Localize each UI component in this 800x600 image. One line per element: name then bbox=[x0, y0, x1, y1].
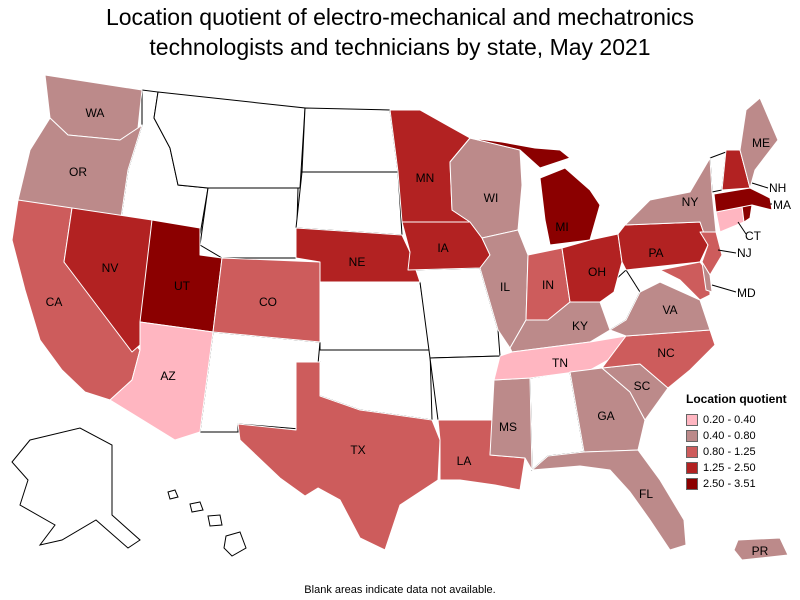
connector-nj bbox=[717, 249, 737, 254]
no-data-states bbox=[11, 89, 727, 557]
legend-label: 1.25 - 2.50 bbox=[703, 462, 756, 474]
state-hawaii-1[interactable] bbox=[167, 489, 179, 500]
label-IA: IA bbox=[437, 241, 448, 255]
state-wyoming[interactable] bbox=[199, 187, 299, 259]
legend-swatch bbox=[686, 462, 698, 474]
legend-item: 0.80 - 1.25 bbox=[686, 444, 796, 460]
legend-swatch bbox=[686, 478, 698, 490]
label-connectors bbox=[711, 182, 772, 293]
label-NC: NC bbox=[657, 346, 675, 360]
title-line-1: Location quotient of electro-mechanical … bbox=[105, 4, 695, 30]
state-montana[interactable] bbox=[153, 91, 306, 189]
label-MN: MN bbox=[416, 171, 435, 185]
state-AZ[interactable] bbox=[109, 321, 214, 441]
state-north-dakota[interactable] bbox=[301, 107, 399, 173]
label-MA: MA bbox=[773, 198, 791, 212]
data-states bbox=[11, 74, 789, 561]
label-CO: CO bbox=[259, 295, 277, 309]
state-NV[interactable] bbox=[63, 207, 153, 353]
state-south-dakota[interactable] bbox=[295, 171, 403, 236]
state-FL[interactable] bbox=[531, 449, 687, 551]
label-CA: CA bbox=[46, 295, 63, 309]
label-LA: LA bbox=[457, 454, 472, 468]
state-TX[interactable] bbox=[237, 361, 441, 551]
connector-nh bbox=[751, 182, 769, 189]
state-hawaii-4[interactable] bbox=[223, 531, 247, 557]
legend-label: 0.40 - 0.80 bbox=[703, 430, 756, 442]
state-MI-upper[interactable] bbox=[469, 137, 571, 169]
state-hawaii-3[interactable] bbox=[207, 514, 223, 527]
label-NY: NY bbox=[682, 195, 699, 209]
label-GA: GA bbox=[597, 409, 614, 423]
legend-item: 0.40 - 0.80 bbox=[686, 428, 796, 444]
label-OR: OR bbox=[69, 165, 87, 179]
legend-title: Location quotient bbox=[686, 392, 787, 406]
legend-label: 0.20 - 0.40 bbox=[703, 414, 756, 426]
label-NV: NV bbox=[102, 261, 119, 275]
label-NJ: NJ bbox=[737, 246, 752, 260]
legend-swatch bbox=[686, 446, 698, 458]
label-ME: ME bbox=[752, 136, 770, 150]
label-MI: MI bbox=[555, 220, 568, 234]
label-MS: MS bbox=[499, 420, 517, 434]
label-SC: SC bbox=[634, 379, 651, 393]
label-NE: NE bbox=[349, 255, 366, 269]
legend-label: 0.80 - 1.25 bbox=[703, 446, 756, 458]
label-TN: TN bbox=[552, 356, 568, 370]
state-OR[interactable] bbox=[17, 117, 143, 226]
state-RI[interactable] bbox=[741, 204, 753, 223]
title-line-2: technologists and technicians by state, … bbox=[149, 34, 651, 60]
label-IN: IN bbox=[542, 278, 554, 292]
state-MI[interactable] bbox=[539, 167, 601, 246]
state-MD[interactable] bbox=[659, 261, 711, 301]
state-NY[interactable] bbox=[624, 157, 717, 246]
legend-swatch bbox=[686, 414, 698, 426]
label-WI: WI bbox=[484, 191, 499, 205]
state-ME[interactable] bbox=[739, 97, 779, 189]
label-VA: VA bbox=[662, 303, 677, 317]
label-MD: MD bbox=[737, 286, 756, 300]
label-WA: WA bbox=[86, 106, 105, 120]
state-hawaii-2[interactable] bbox=[189, 501, 204, 513]
map-title: Location quotient of electro-mechanical … bbox=[0, 2, 800, 62]
label-PA: PA bbox=[648, 246, 663, 260]
connector-md bbox=[711, 284, 737, 293]
state-NE[interactable] bbox=[295, 227, 421, 283]
legend-item: 0.20 - 0.40 bbox=[686, 412, 796, 428]
legend-label: 2.50 - 3.51 bbox=[703, 478, 756, 490]
legend-item: 1.25 - 2.50 bbox=[686, 460, 796, 476]
state-PR[interactable] bbox=[733, 537, 789, 561]
label-NH: NH bbox=[769, 181, 786, 195]
label-IL: IL bbox=[500, 280, 510, 294]
connector-ct bbox=[737, 221, 747, 235]
state-arkansas[interactable] bbox=[429, 355, 501, 421]
legend-item: 2.50 - 3.51 bbox=[686, 476, 796, 492]
label-UT: UT bbox=[174, 279, 191, 293]
label-PR: PR bbox=[752, 544, 769, 558]
legend: Location quotient 0.20 - 0.40 0.40 - 0.8… bbox=[686, 392, 796, 492]
label-FL: FL bbox=[639, 487, 653, 501]
state-kansas[interactable] bbox=[319, 281, 431, 351]
state-DE[interactable] bbox=[701, 261, 713, 293]
state-alaska[interactable] bbox=[11, 427, 141, 549]
state-VA[interactable] bbox=[609, 281, 711, 337]
label-OH: OH bbox=[588, 265, 606, 279]
legend-swatch bbox=[686, 430, 698, 442]
label-AZ: AZ bbox=[160, 369, 175, 383]
state-labels: WA OR CA NV UT AZ CO NE TX MN IA LA WI I… bbox=[46, 106, 791, 558]
label-CT: CT bbox=[745, 229, 762, 243]
footnote: Blank areas indicate data not available. bbox=[304, 584, 496, 596]
state-CO[interactable] bbox=[212, 257, 321, 343]
label-KY: KY bbox=[572, 319, 588, 333]
label-TX: TX bbox=[350, 443, 365, 457]
